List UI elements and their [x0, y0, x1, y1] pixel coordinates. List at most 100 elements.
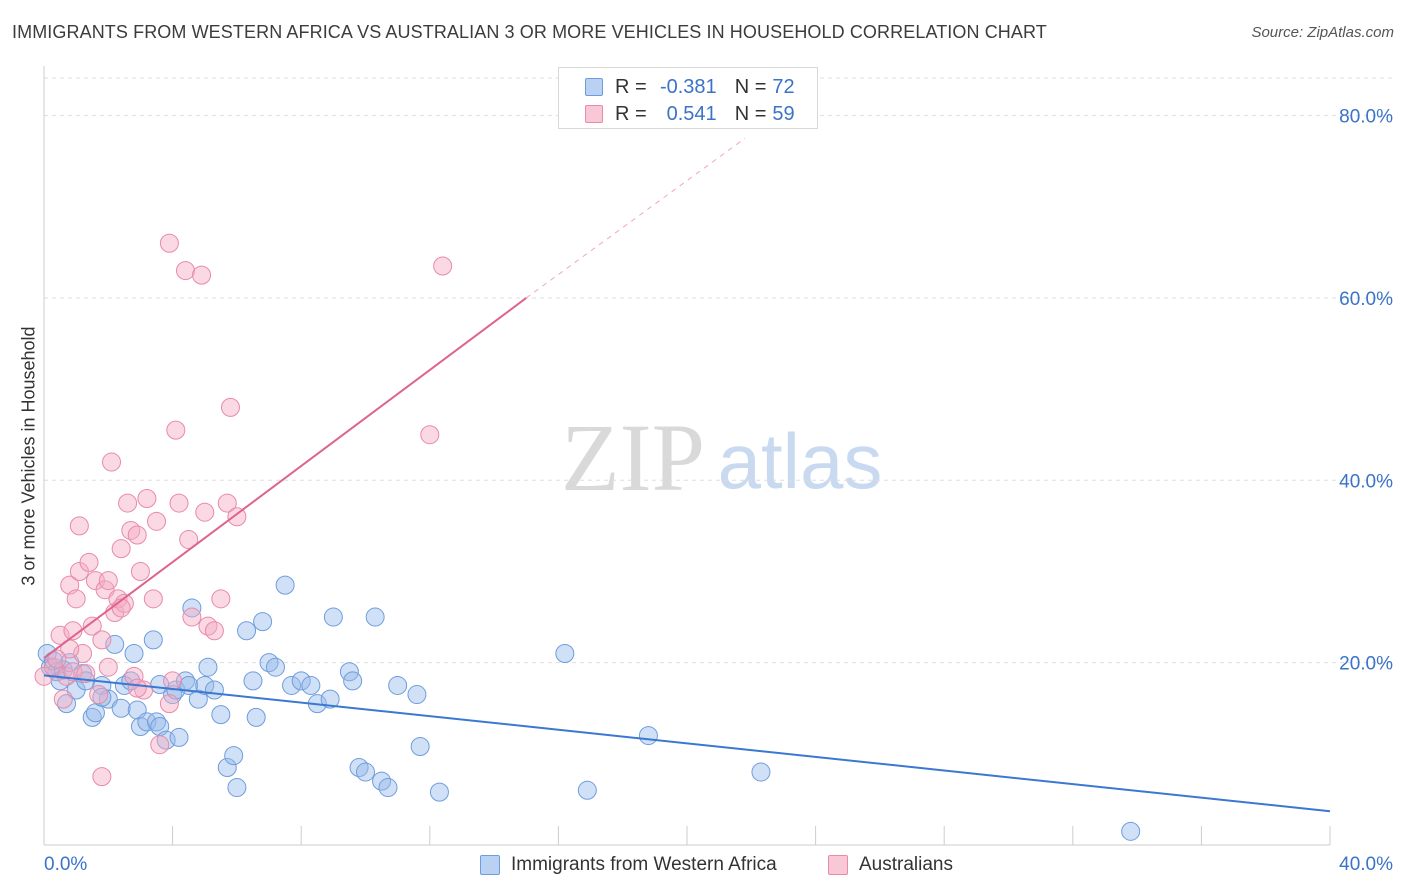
- y-tick-label-2: 60.0%: [1339, 289, 1393, 310]
- australians-point-45: [227, 507, 247, 527]
- trend-line-western-africa: [43, 674, 1331, 813]
- australians-point-37: [182, 607, 202, 627]
- western-africa-point-61: [388, 675, 408, 695]
- western-africa-point-68: [751, 762, 771, 782]
- legend-n-label: N =: [734, 75, 767, 98]
- legend-item-australians: Australians: [828, 852, 953, 878]
- australians-point-10: [79, 552, 99, 572]
- western-africa-point-35: [198, 657, 218, 677]
- australians-point-43: [217, 493, 237, 513]
- australians-point-53: [69, 516, 89, 536]
- australians-point-39: [195, 502, 215, 522]
- western-africa-point-16: [111, 698, 131, 718]
- australians-point-56: [47, 649, 67, 669]
- western-africa-point-42: [243, 671, 263, 691]
- y-tick-label-0: 20.0%: [1339, 654, 1393, 675]
- australians-point-46: [163, 671, 183, 691]
- australians-point-13: [89, 685, 109, 705]
- western-africa-point-50: [301, 675, 321, 695]
- australians-point-44: [220, 397, 240, 417]
- trend-lines: [43, 137, 1331, 813]
- australians-point-2: [50, 625, 70, 645]
- legend-row-western-africa: R = -0.381 N = 72: [585, 75, 795, 99]
- y-tick-labels: 20.0% 40.0% 60.0% 80.0%: [1339, 107, 1393, 675]
- western-africa-point-44: [253, 612, 273, 632]
- western-africa-point-55: [343, 671, 363, 691]
- australians-point-3: [53, 689, 73, 709]
- australians-point-26: [130, 561, 150, 581]
- australians-point-20: [111, 539, 131, 559]
- australians-point-11: [82, 616, 102, 636]
- australians-point-49: [420, 425, 440, 445]
- australians-point-57: [76, 664, 96, 684]
- australians-point-29: [143, 589, 163, 609]
- y-tick-label-3: 80.0%: [1339, 107, 1393, 128]
- australians-point-47: [159, 233, 179, 253]
- western-africa-point-47: [275, 575, 295, 595]
- australians-point-36: [179, 530, 199, 550]
- western-africa-point-22: [137, 712, 157, 732]
- western-africa-point-60: [378, 778, 398, 798]
- australians-point-17: [102, 452, 122, 472]
- western-africa-point-43: [246, 707, 266, 727]
- x-tick-labels: 0.0% 40.0%: [44, 854, 1393, 875]
- australians-point-25: [127, 525, 147, 545]
- western-africa-point-39: [224, 746, 244, 766]
- australians-point-7: [66, 589, 86, 609]
- australians-point-16: [98, 657, 118, 677]
- trend-line-australians-extension: [525, 137, 746, 299]
- legend-swatch-blue: [480, 855, 500, 875]
- watermark-atlas: atlas: [718, 417, 883, 505]
- source-label: Source: ZipAtlas.com: [1251, 24, 1394, 41]
- legend-swatch-pink: [585, 105, 603, 123]
- western-africa-point-57: [356, 762, 375, 782]
- y-tick-label-1: 40.0%: [1339, 471, 1393, 492]
- legend-r-label: R =: [615, 102, 647, 125]
- australians-point-38: [192, 265, 212, 285]
- western-africa-point-63: [410, 737, 430, 757]
- australians-point-31: [150, 735, 170, 755]
- western-africa-point-58: [365, 607, 385, 627]
- western-africa-point-62: [407, 685, 427, 705]
- legend-n-value: 59: [772, 102, 795, 125]
- western-africa-point-70: [92, 687, 112, 707]
- australians-point-9: [73, 644, 93, 664]
- legend-r-value: 0.541: [666, 102, 717, 125]
- western-africa-point-69: [1121, 821, 1141, 841]
- australians-point-55: [127, 678, 147, 698]
- australians-point-41: [204, 621, 224, 641]
- australians-point-48: [433, 256, 453, 276]
- legend-label-australians: Australians: [859, 854, 953, 875]
- legend-row-australians: R = 0.541 N = 59: [585, 102, 795, 126]
- western-africa-point-15: [105, 634, 125, 654]
- australians-point-33: [166, 420, 186, 440]
- australians-point-42: [211, 589, 231, 609]
- western-africa-point-23: [143, 630, 163, 650]
- australians-point-22: [118, 493, 138, 513]
- western-africa-point-52: [320, 689, 340, 709]
- australians-point-32: [159, 694, 179, 714]
- australians-point-30: [147, 511, 167, 531]
- western-africa-point-49: [291, 671, 311, 691]
- legend-n-value: 72: [772, 75, 795, 98]
- western-africa-point-38: [217, 758, 237, 777]
- western-africa-point-65: [555, 644, 575, 664]
- gridlines: [44, 77, 1392, 664]
- western-africa-point-46: [265, 657, 285, 677]
- australians-point-28: [137, 489, 157, 509]
- y-axis-label: 3 or more Vehicles in Household: [18, 326, 39, 586]
- western-africa-point-29: [169, 727, 189, 747]
- australians-point-14: [92, 630, 112, 650]
- legend-swatch-blue: [585, 78, 603, 96]
- western-africa-point-41: [237, 621, 257, 641]
- australians-point-54: [98, 571, 118, 591]
- western-africa-point-34: [195, 675, 215, 695]
- watermark: ZIP atlas: [561, 404, 882, 511]
- western-africa-point-14: [98, 689, 118, 709]
- western-africa-point-64: [429, 782, 449, 802]
- chart-title: IMMIGRANTS FROM WESTERN AFRICA VS AUSTRA…: [12, 22, 1047, 42]
- australians-point-34: [169, 493, 189, 513]
- series-australians: [34, 233, 453, 787]
- western-africa-point-48: [282, 675, 302, 695]
